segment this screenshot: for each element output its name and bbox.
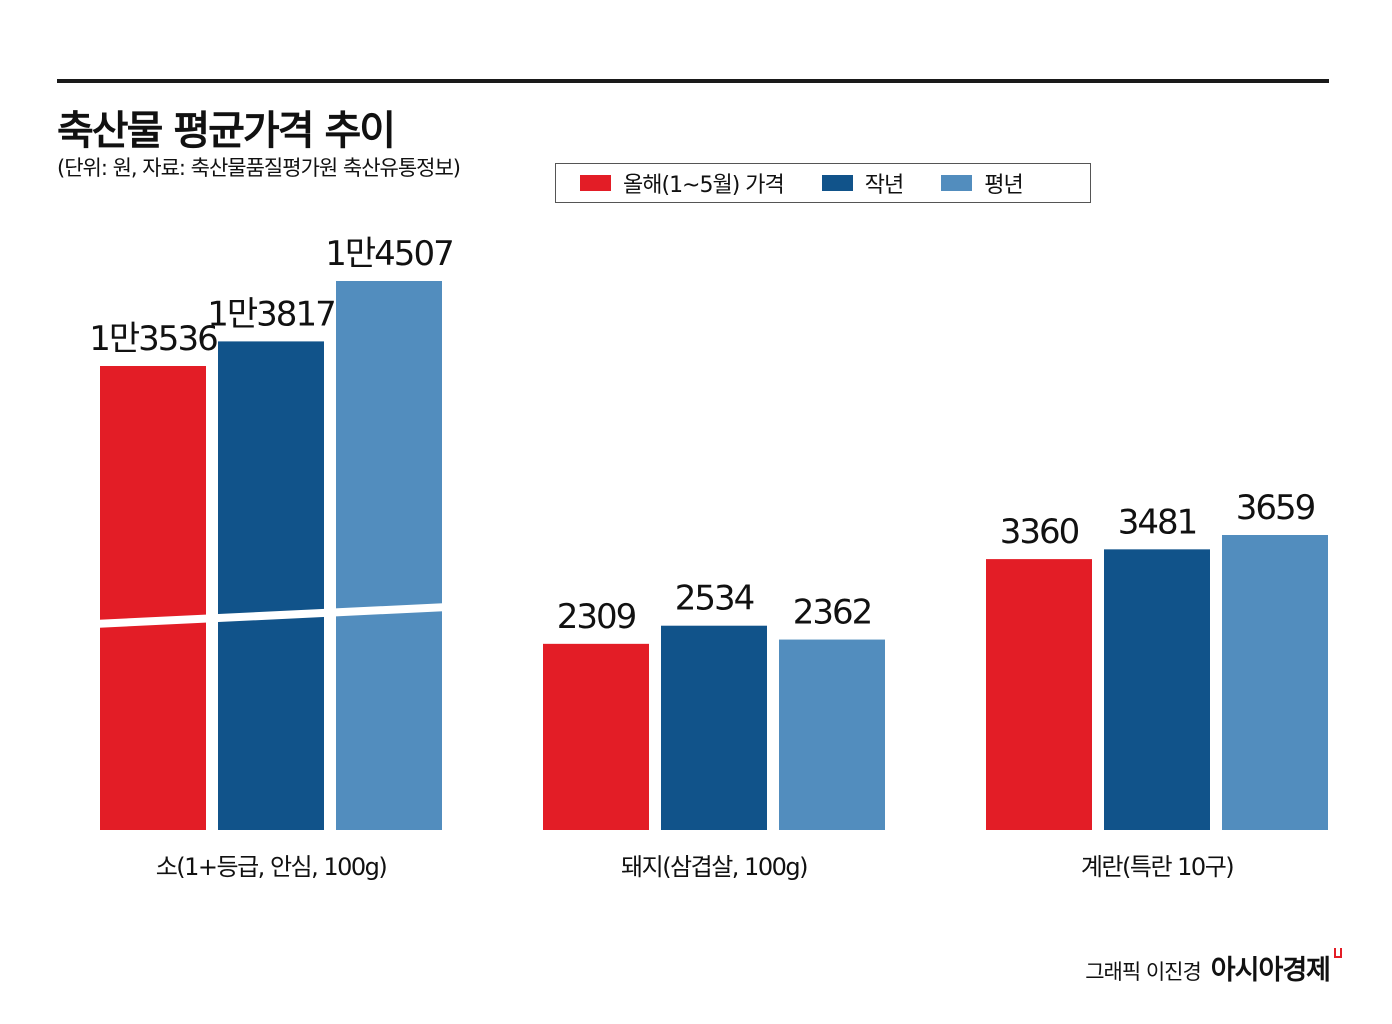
brand-logo: 아시아경제 [1210,955,1331,986]
bar-0-1 [218,341,324,830]
legend-item-normal-year: 평년 [941,167,1024,199]
data-label-1-1: 2534 [675,579,754,619]
bar-0-0 [100,366,206,830]
legend-label-normal-year: 평년 [984,173,1023,198]
legend-item-last-year: 작년 [821,167,904,199]
chart-title: 축산물 평균가격 추이 [57,108,396,154]
data-label-2-1: 3481 [1118,502,1197,542]
axis-break-stripe [93,603,449,628]
data-label-0-0: 1만3536 [89,319,217,359]
legend-label-this-year: 올해(1~5월) 가격 [623,173,785,198]
bar-1-1 [661,625,767,830]
data-label-1-0: 2309 [557,597,636,637]
category-label-0: 소(1+등급, 안심, 100g) [156,853,387,881]
legend-swatch-this-year [580,175,611,191]
legend-swatch-last-year [821,175,853,191]
data-label-2-0: 3360 [1000,512,1079,552]
credit-text: 그래픽 이진경 [1085,960,1202,984]
category-label-1: 돼지(삼겹살, 100g) [621,853,807,881]
data-label-0-1: 1만3817 [207,294,334,334]
bar-2-0 [986,559,1092,830]
bar-1-2 [779,639,885,830]
legend: 올해(1~5월) 가격 작년 평년 [555,163,1091,203]
top-rule [57,79,1329,83]
brand-mark-icon [1334,948,1342,958]
data-label-0-2: 1만4507 [325,234,452,274]
credit: 그래픽 이진경 아시아경제 [1085,948,1342,987]
chart-subtitle: (단위: 원, 자료: 축산물품질평가원 축산유통정보) [57,156,461,180]
bar-1-0 [543,643,649,830]
legend-swatch-normal-year [941,175,973,191]
legend-label-last-year: 작년 [864,173,904,198]
data-label-1-2: 2362 [793,593,872,633]
bar-2-1 [1104,549,1210,830]
category-label-2: 계란(특란 10구) [1081,853,1233,881]
legend-item-this-year: 올해(1~5월) 가격 [580,167,785,199]
data-label-2-2: 3659 [1236,488,1315,528]
bar-2-2 [1222,535,1328,830]
bar-0-2 [336,281,442,830]
